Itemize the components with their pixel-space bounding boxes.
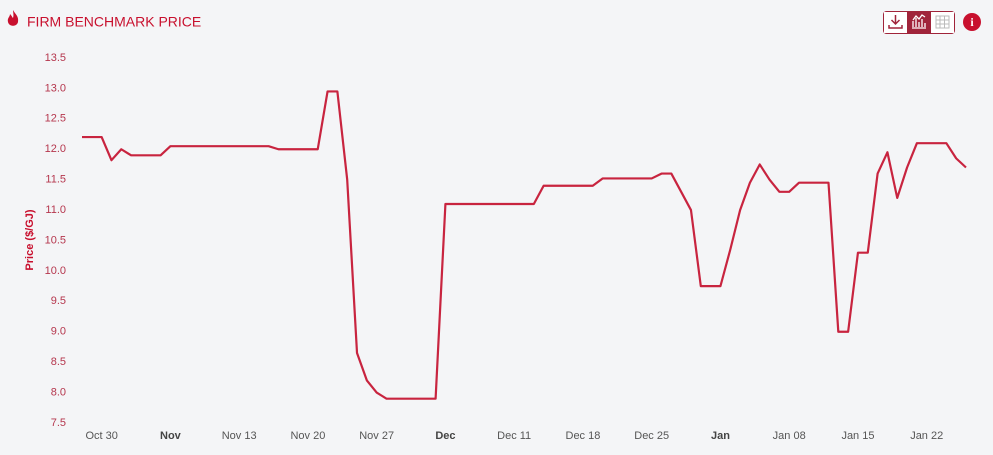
- x-tick-label: Dec: [435, 430, 455, 442]
- y-tick-label: 8.5: [51, 356, 66, 368]
- x-tick-label: Oct 30: [85, 430, 117, 442]
- x-tick-label: Dec 25: [634, 430, 669, 442]
- x-tick-label: Jan 15: [841, 430, 874, 442]
- y-tick-label: 10.5: [45, 234, 66, 246]
- info-button[interactable]: i: [963, 13, 981, 31]
- y-tick-label: 9.5: [51, 295, 66, 307]
- y-tick-label: 9.0: [51, 326, 66, 338]
- chart-title: FIRM BENCHMARK PRICE: [27, 14, 201, 30]
- chart-view-icon[interactable]: [912, 14, 926, 29]
- x-tick-label: Nov 20: [290, 430, 325, 442]
- x-tick-label: Dec 18: [566, 430, 601, 442]
- y-tick-label: 10.0: [45, 265, 66, 277]
- info-circle[interactable]: [963, 13, 981, 31]
- download-icon[interactable]: [888, 15, 903, 29]
- y-tick-label: 13.5: [45, 52, 66, 64]
- download-button[interactable]: [884, 12, 907, 33]
- y-tick-label: 8.0: [51, 386, 66, 398]
- y-tick-label: 12.5: [45, 113, 66, 125]
- x-tick-label: Jan: [711, 430, 730, 442]
- toolbar: [883, 11, 955, 34]
- flame-icon: [7, 10, 19, 26]
- y-tick-label: 11.0: [45, 204, 66, 216]
- y-axis-label: Price ($/GJ): [24, 209, 36, 270]
- table-view-bg[interactable]: [931, 12, 954, 33]
- info-glyph[interactable]: i: [970, 15, 974, 29]
- x-tick-label: Jan 22: [910, 430, 943, 442]
- table-view-icon[interactable]: [935, 15, 950, 29]
- y-tick-label: 13.0: [45, 82, 66, 94]
- x-tick-label: Nov 13: [222, 430, 257, 442]
- table-view-button[interactable]: [931, 12, 954, 33]
- y-tick-label: 11.5: [45, 174, 66, 186]
- x-tick-label: Nov: [160, 430, 182, 442]
- price-line: [82, 90, 967, 400]
- chart-view-button[interactable]: [907, 12, 931, 33]
- y-tick-label: 12.0: [45, 143, 66, 155]
- x-tick-label: Jan 08: [773, 430, 806, 442]
- y-tick-label: 7.5: [51, 417, 66, 429]
- x-tick-label: Dec 11: [497, 430, 531, 442]
- x-tick-label: Nov 27: [359, 430, 394, 442]
